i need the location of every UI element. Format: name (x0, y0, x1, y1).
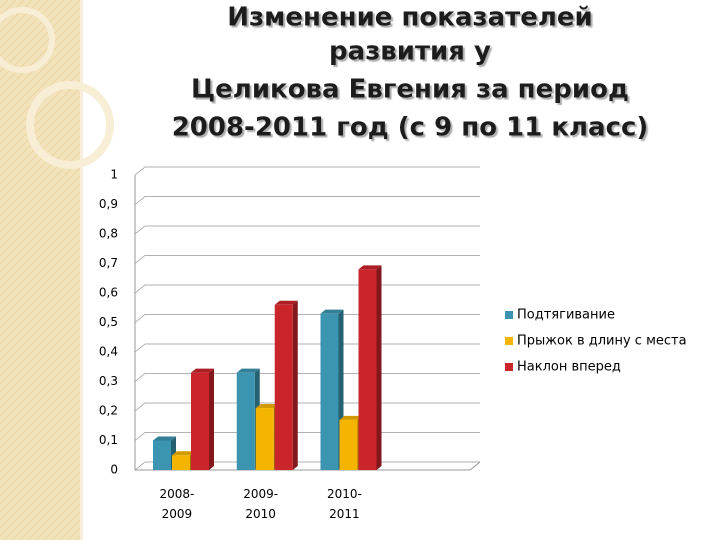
grid-line (134, 402, 480, 412)
chart: 0 0,1 0,2 0,3 0,4 0,5 0,6 0,7 0,8 0,9 1 2008-2009 20… (99, 166, 687, 521)
y-tick-label: 0,7 (99, 256, 118, 270)
bar-top (191, 368, 214, 373)
bar-top (339, 415, 363, 420)
legend-swatch (505, 363, 513, 371)
grid-line (134, 314, 480, 323)
title-group: Изменение показателей развития у Целикова … (172, 3, 649, 143)
y-tick-label: 0,6 (99, 286, 118, 300)
bar-top (255, 404, 279, 409)
legend-label: Подтягивание (517, 308, 615, 323)
bar-top (153, 436, 176, 441)
y-tick-label: 0,1 (99, 433, 118, 447)
y-tick-label: 0,8 (99, 227, 118, 241)
grid-line (134, 284, 480, 294)
y-tick-label: 1 (110, 168, 118, 182)
bar-top (320, 309, 344, 314)
x-tick-label: 2008-2009 (159, 487, 195, 521)
chart-title: развития у (329, 37, 491, 67)
bar (153, 440, 171, 470)
x-tick-label-box: 2009-2010 (243, 487, 279, 521)
bar-top (236, 368, 260, 373)
grid-line (134, 432, 480, 441)
legend-label: Прыжок в длину с места (517, 334, 687, 349)
bar-side (376, 265, 382, 470)
bar-top (172, 451, 195, 456)
x-tick-label-box: 2010-2011 (326, 487, 362, 521)
y-tick-label: 0 (110, 463, 118, 477)
bar (339, 419, 358, 470)
bar-top (274, 300, 298, 305)
bar (358, 269, 377, 470)
legend-label: Наклон вперед (517, 360, 621, 375)
legend-swatch (505, 337, 513, 345)
x-tick-label-box: 2008-2009 (159, 487, 195, 521)
bar-top (358, 265, 382, 270)
grid-line (134, 255, 480, 264)
bar-side (209, 368, 214, 470)
grid-line (134, 166, 480, 176)
grid-line (134, 225, 480, 235)
y-tick-label: 0,9 (99, 197, 118, 211)
grid-line (134, 343, 480, 353)
y-tick-label: 0,5 (99, 315, 118, 329)
y-tick-label: 0,3 (99, 374, 118, 388)
y-tick-label: 0,2 (99, 404, 118, 418)
bar-side (292, 300, 298, 470)
decor-circle (0, 7, 55, 73)
x-tick-label: 2009-2010 (243, 487, 279, 521)
side-band-edge (80, 0, 83, 540)
bar (236, 372, 255, 470)
chart-title: Изменение показателей (227, 3, 593, 33)
x-tick-label: 2010-2011 (326, 487, 362, 521)
plot-wall (134, 175, 481, 471)
side-band (0, 0, 80, 540)
bar (320, 313, 339, 470)
grid-line (134, 373, 480, 382)
chart-title: Целикова Евгения за период (191, 75, 629, 105)
y-tick-label: 0,4 (99, 345, 118, 359)
legend-swatch (505, 311, 513, 319)
bar (191, 372, 209, 470)
bar (255, 408, 274, 470)
chart-title: 2008-2011 год (с 9 по 11 класс) (172, 113, 649, 143)
bar (172, 455, 190, 470)
grid-line (134, 196, 480, 205)
decor-circle (26, 81, 114, 169)
bar (274, 304, 293, 470)
